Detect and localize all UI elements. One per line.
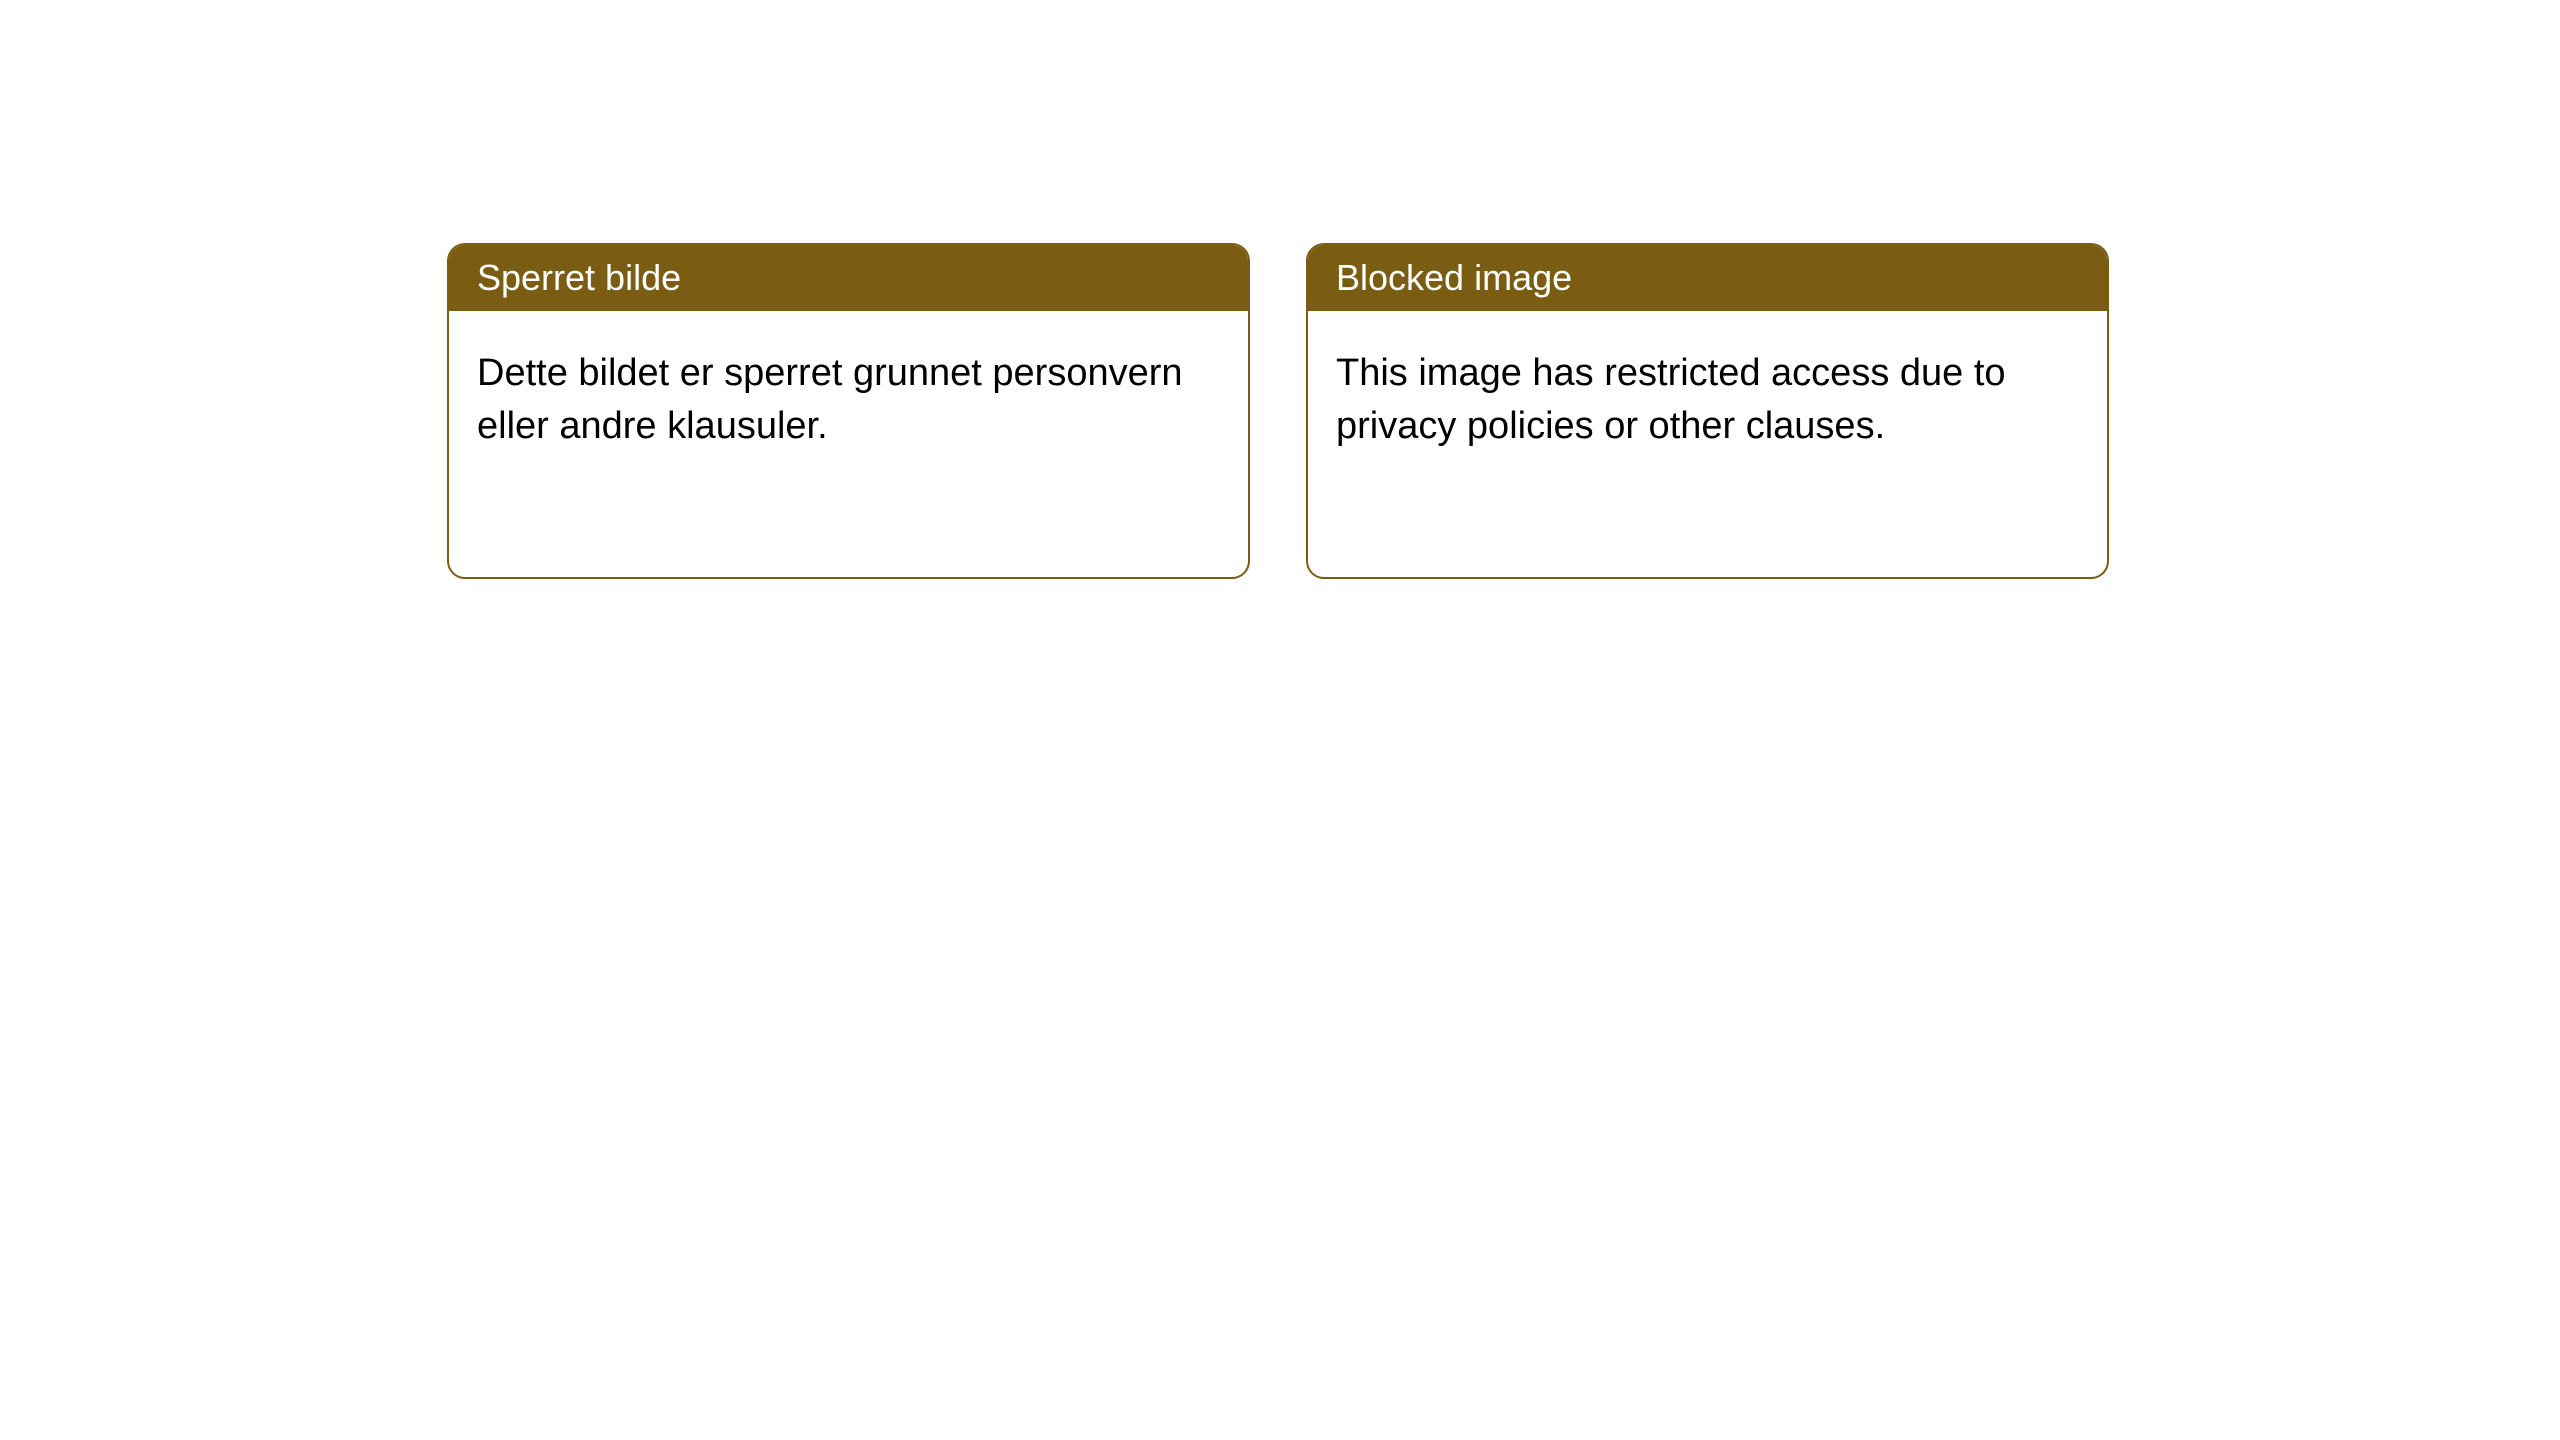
card-title: Blocked image	[1336, 257, 1572, 298]
card-body-text: Dette bildet er sperret grunnet personve…	[477, 352, 1183, 447]
notice-cards-container: Sperret bilde Dette bildet er sperret gr…	[447, 243, 2109, 579]
card-title: Sperret bilde	[477, 257, 681, 298]
card-header: Sperret bilde	[449, 245, 1248, 311]
card-body: Dette bildet er sperret grunnet personve…	[449, 311, 1248, 489]
notice-card-norwegian: Sperret bilde Dette bildet er sperret gr…	[447, 243, 1250, 579]
notice-card-english: Blocked image This image has restricted …	[1306, 243, 2109, 579]
card-header: Blocked image	[1308, 245, 2107, 311]
card-body-text: This image has restricted access due to …	[1336, 352, 2006, 447]
card-body: This image has restricted access due to …	[1308, 311, 2107, 489]
